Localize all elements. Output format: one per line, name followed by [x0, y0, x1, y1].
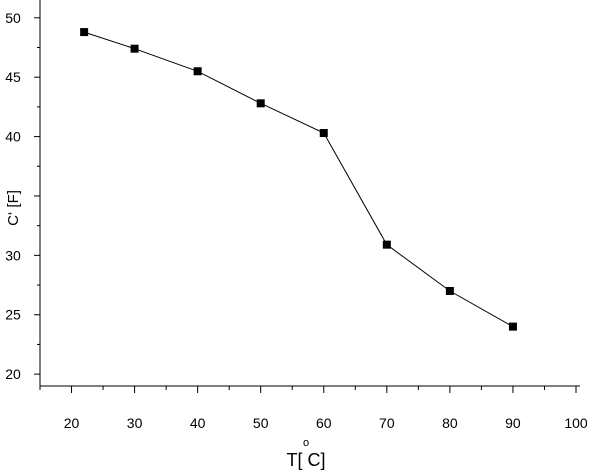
y-axis-label: C‘ [F]	[5, 190, 22, 226]
data-point-marker	[319, 129, 328, 138]
data-point-marker	[382, 240, 391, 249]
x-tick-label: 80	[442, 415, 458, 431]
series-layer	[80, 28, 517, 331]
x-axis-label-degree: o	[303, 437, 309, 449]
y-tick-label: 20	[5, 366, 21, 382]
x-tick-label: 30	[127, 415, 143, 431]
x-tick-label: 40	[190, 415, 206, 431]
x-tick-label: 60	[316, 415, 332, 431]
data-point-marker	[508, 322, 517, 331]
y-tick-label: 50	[5, 10, 21, 26]
y-tick-label: 45	[5, 69, 21, 85]
x-ticks: 20 30 40 50 60 70 80 90 100	[39, 386, 588, 431]
data-point-marker	[193, 67, 202, 76]
y-tick-label: 25	[5, 307, 21, 323]
series-line	[83, 31, 514, 328]
x-tick-label: 50	[253, 415, 269, 431]
x-tick-label: 70	[379, 415, 395, 431]
y-tick-label: 40	[5, 129, 21, 145]
x-tick-label: 90	[505, 415, 521, 431]
axes	[39, 0, 580, 387]
data-point-marker	[445, 286, 454, 295]
x-axis-label-text: T[ C]	[287, 450, 326, 470]
y-tick-label: 30	[5, 247, 21, 263]
data-point-marker	[130, 44, 139, 53]
x-tick-label: 20	[64, 415, 80, 431]
x-axis-label: T[ C] o	[287, 437, 326, 470]
x-tick-label: 100	[564, 415, 588, 431]
y-ticks: 20 25 30 40 45 50	[5, 10, 40, 382]
data-point-marker	[80, 28, 89, 37]
data-point-marker	[256, 99, 265, 108]
